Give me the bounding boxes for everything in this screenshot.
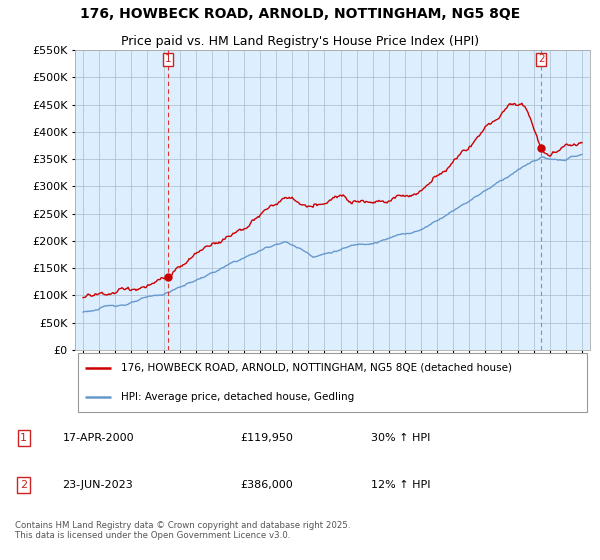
Text: 176, HOWBECK ROAD, ARNOLD, NOTTINGHAM, NG5 8QE (detached house): 176, HOWBECK ROAD, ARNOLD, NOTTINGHAM, N… [121,362,512,372]
Text: 12% ↑ HPI: 12% ↑ HPI [371,480,431,490]
Text: 2: 2 [538,54,545,64]
Text: HPI: Average price, detached house, Gedling: HPI: Average price, detached house, Gedl… [121,393,355,403]
Text: Price paid vs. HM Land Registry's House Price Index (HPI): Price paid vs. HM Land Registry's House … [121,35,479,48]
Text: 17-APR-2000: 17-APR-2000 [62,433,134,443]
Text: 176, HOWBECK ROAD, ARNOLD, NOTTINGHAM, NG5 8QE: 176, HOWBECK ROAD, ARNOLD, NOTTINGHAM, N… [80,7,520,21]
Text: 1: 1 [20,433,27,443]
Text: 23-JUN-2023: 23-JUN-2023 [62,480,133,490]
FancyBboxPatch shape [77,353,587,412]
Text: 1: 1 [165,54,172,64]
Text: £119,950: £119,950 [241,433,293,443]
Text: 30% ↑ HPI: 30% ↑ HPI [371,433,431,443]
Text: £386,000: £386,000 [241,480,293,490]
Text: Contains HM Land Registry data © Crown copyright and database right 2025.
This d: Contains HM Land Registry data © Crown c… [15,521,350,540]
Text: 2: 2 [20,480,28,490]
